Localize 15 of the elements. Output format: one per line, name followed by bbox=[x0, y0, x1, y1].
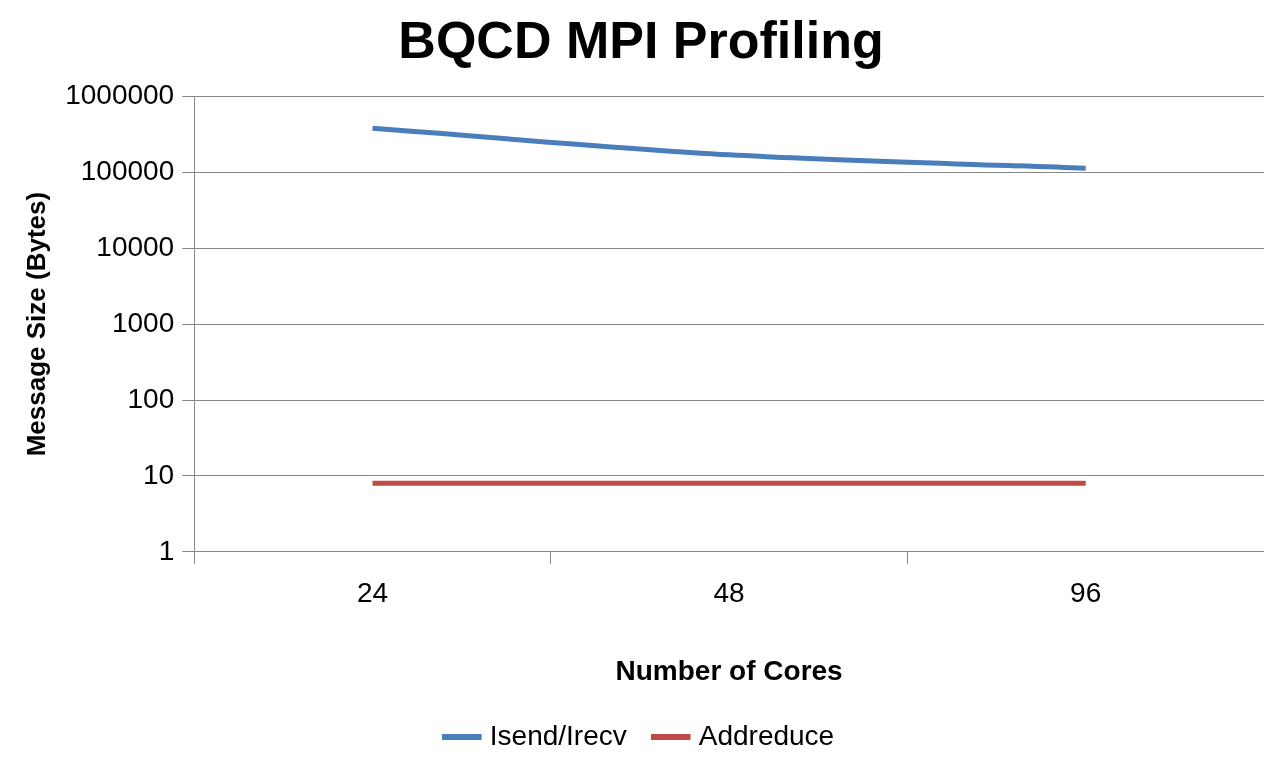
chart-title: BQCD MPI Profiling bbox=[398, 10, 884, 69]
y-tick-label: 1000 bbox=[111, 306, 175, 338]
y-tick-label: 1000000 bbox=[65, 79, 175, 111]
y-tick-label: 100000 bbox=[80, 155, 175, 187]
legend-label: Isend/Irecv bbox=[489, 719, 627, 751]
x-axis-title: Number of Cores bbox=[615, 654, 843, 686]
y-tick-label: 10 bbox=[143, 458, 175, 490]
y-axis-title: Message Size (Bytes) bbox=[20, 191, 51, 457]
x-tick-label: 96 bbox=[1070, 577, 1102, 609]
x-tick-label: 24 bbox=[356, 577, 389, 609]
y-tick-label: 100 bbox=[127, 382, 175, 414]
y-tick-label: 1 bbox=[158, 534, 175, 566]
y-tick-label: 10000 bbox=[96, 230, 175, 262]
x-tick-label: 48 bbox=[713, 577, 745, 609]
legend-label: Addreduce bbox=[698, 719, 835, 751]
